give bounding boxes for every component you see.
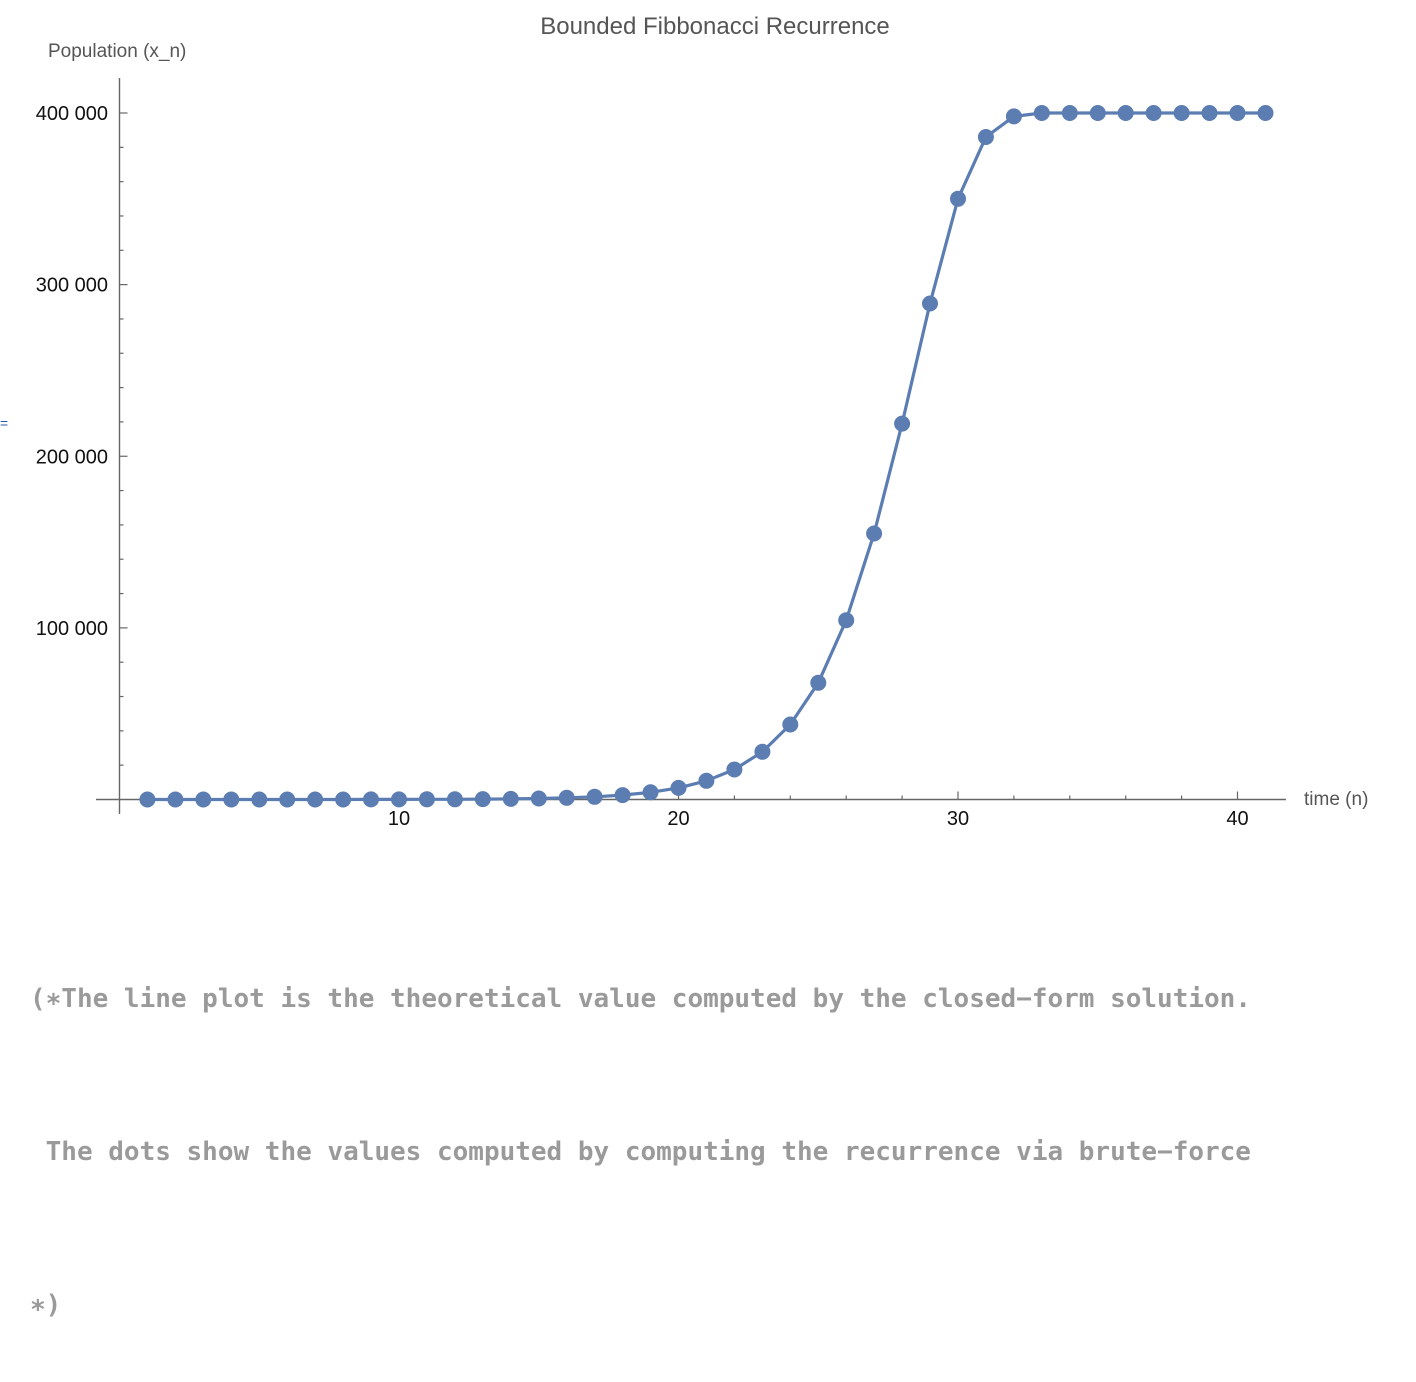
data-point bbox=[391, 791, 407, 808]
data-point bbox=[195, 791, 212, 808]
y-tick-label: 300 000 bbox=[36, 275, 108, 297]
data-point bbox=[810, 674, 827, 691]
cell-bracket-marker[interactable]: = bbox=[0, 415, 9, 431]
y-tick-label: 100 000 bbox=[36, 618, 108, 640]
data-point bbox=[446, 791, 463, 808]
data-point bbox=[614, 787, 631, 804]
data-point bbox=[1033, 105, 1050, 121]
data-point bbox=[1089, 105, 1106, 121]
data-point bbox=[1117, 105, 1134, 121]
data-point bbox=[642, 784, 659, 801]
data-point bbox=[726, 761, 743, 778]
data-point bbox=[335, 791, 352, 808]
data-point bbox=[167, 791, 184, 808]
data-point bbox=[474, 791, 491, 808]
y-axis-label: Population (x_n) bbox=[48, 41, 186, 62]
data-point bbox=[670, 779, 687, 796]
data-point bbox=[251, 791, 268, 808]
chart-title: Bounded Fibbonacci Recurrence bbox=[540, 13, 890, 40]
y-tick-label: 400 000 bbox=[36, 103, 108, 125]
x-tick-label: 20 bbox=[667, 808, 689, 830]
series-line bbox=[145, 111, 1268, 802]
data-point bbox=[279, 791, 296, 808]
y-tick-label: 200 000 bbox=[36, 446, 108, 468]
data-point bbox=[363, 791, 379, 808]
data-point bbox=[1173, 105, 1190, 121]
data-point bbox=[977, 129, 994, 145]
data-point bbox=[1061, 105, 1078, 121]
code-comment: (∗The line plot is the theoretical value… bbox=[30, 872, 1410, 1382]
series-line-layer bbox=[145, 111, 1268, 802]
data-point bbox=[139, 791, 156, 808]
data-point bbox=[894, 415, 911, 432]
data-point bbox=[950, 190, 966, 207]
data-point bbox=[1145, 105, 1162, 121]
x-tick-label: 10 bbox=[388, 808, 410, 830]
data-point bbox=[418, 791, 435, 808]
x-tick-label: 30 bbox=[947, 808, 969, 830]
data-point bbox=[1229, 105, 1246, 121]
chart: Bounded Fibbonacci Recurrence Population… bbox=[36, 13, 1369, 830]
axes: 10 20 30 40 100 000 200 000 300 000 400 000 bbox=[36, 78, 1286, 830]
data-point bbox=[586, 788, 603, 805]
comment-line-3: ∗) bbox=[30, 1290, 62, 1320]
data-point bbox=[922, 295, 938, 312]
data-point bbox=[558, 789, 575, 806]
data-point bbox=[782, 716, 799, 733]
data-point bbox=[1257, 105, 1274, 121]
data-point bbox=[698, 772, 715, 789]
data-point bbox=[502, 790, 519, 807]
data-point bbox=[1201, 105, 1218, 121]
comment-line-2: The dots show the values computed by com… bbox=[30, 1137, 1251, 1167]
comment-line-1: (∗The line plot is the theoretical value… bbox=[30, 984, 1251, 1014]
data-point bbox=[530, 790, 547, 807]
data-points-layer bbox=[139, 105, 1274, 808]
data-point bbox=[307, 791, 324, 808]
x-tick-label: 40 bbox=[1226, 808, 1248, 830]
data-point bbox=[838, 612, 855, 629]
data-point bbox=[866, 525, 883, 542]
data-point bbox=[1005, 108, 1022, 125]
data-point bbox=[754, 743, 771, 760]
data-point bbox=[223, 791, 240, 808]
x-axis-label: time (n) bbox=[1304, 789, 1368, 810]
